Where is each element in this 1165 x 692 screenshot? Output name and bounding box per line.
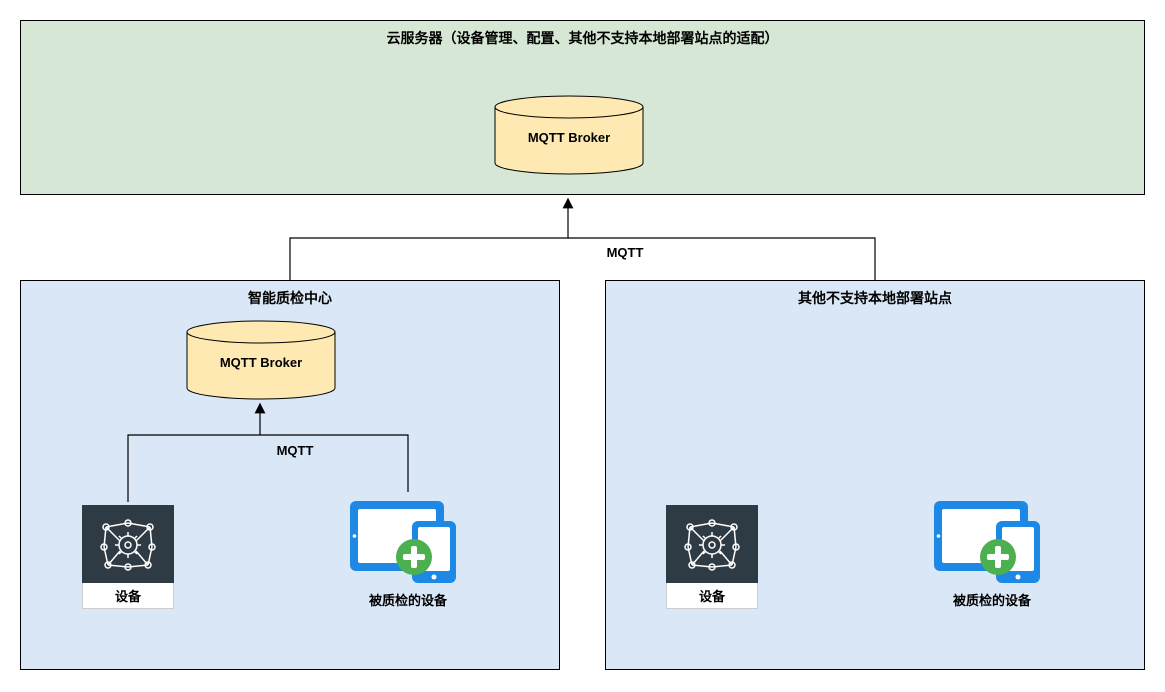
left-site-title: 智能质检中心 xyxy=(21,281,559,307)
left-edge-label: MQTT xyxy=(265,443,325,458)
left-qc-device-label: 被质检的设备 xyxy=(358,590,458,609)
device-icon xyxy=(82,505,174,583)
cloud-mqtt-broker: MQTT Broker xyxy=(494,95,644,175)
right-site-box: 其他不支持本地部署站点 xyxy=(605,280,1145,670)
cloud-title: 云服务器（设备管理、配置、其他不支持本地部署站点的适配） xyxy=(21,21,1144,47)
right-device-label: 设备 xyxy=(666,583,758,609)
cloud-broker-label: MQTT Broker xyxy=(494,130,644,145)
right-qc-device xyxy=(932,495,1052,585)
device-icon xyxy=(666,505,758,583)
left-broker-label: MQTT Broker xyxy=(186,355,336,370)
left-device-label: 设备 xyxy=(82,583,174,609)
right-device: 设备 xyxy=(666,505,758,609)
top-edge-label: MQTT xyxy=(595,245,655,260)
left-qc-device xyxy=(348,495,468,585)
left-mqtt-broker: MQTT Broker xyxy=(186,320,336,400)
diagram-canvas: 云服务器（设备管理、配置、其他不支持本地部署站点的适配） MQTT Broker… xyxy=(0,0,1165,692)
right-qc-device-label: 被质检的设备 xyxy=(942,590,1042,609)
left-device: 设备 xyxy=(82,505,174,609)
right-site-title: 其他不支持本地部署站点 xyxy=(606,281,1144,307)
